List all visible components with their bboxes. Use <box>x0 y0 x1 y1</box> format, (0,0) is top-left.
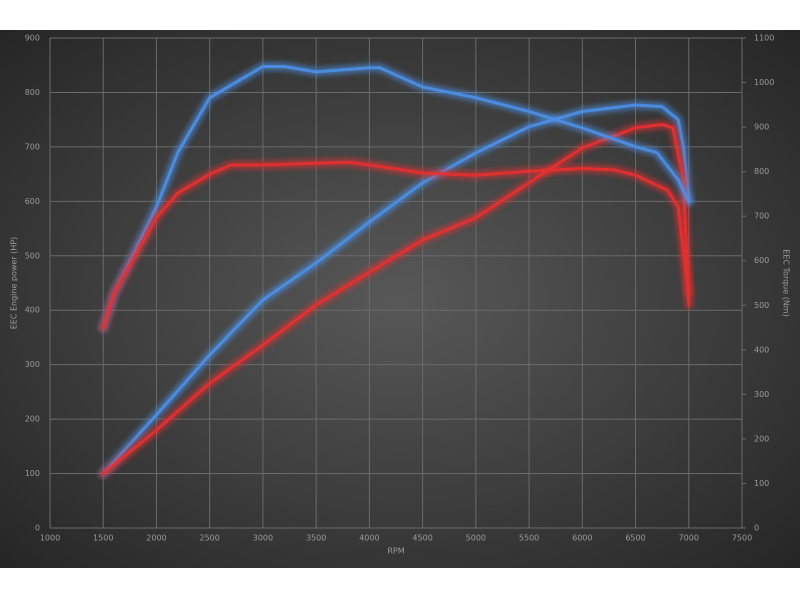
x-axis-title: RPM <box>387 547 404 556</box>
y-tick-label: 800 <box>25 88 40 97</box>
x-tick-label: 5500 <box>519 534 539 543</box>
y2-tick-label: 500 <box>754 301 769 310</box>
y2-tick-label: 900 <box>754 123 769 132</box>
x-tick-label: 7500 <box>732 534 752 543</box>
x-tick-label: 3500 <box>306 534 326 543</box>
x-tick-label: 6500 <box>625 534 645 543</box>
plot-background <box>0 30 800 568</box>
y-tick-label: 900 <box>25 34 40 43</box>
y-tick-label: 200 <box>25 415 40 424</box>
y2-tick-label: 1100 <box>754 34 774 43</box>
y-tick-label: 0 <box>35 524 40 533</box>
y-axis-title: EEC Engine power (HP) <box>10 237 19 330</box>
y2-tick-label: 0 <box>754 524 759 533</box>
y2-tick-label: 1000 <box>754 78 774 87</box>
x-tick-label: 4500 <box>412 534 432 543</box>
y-tick-label: 400 <box>25 306 40 315</box>
line <box>101 123 691 476</box>
x-tick-label: 3000 <box>253 534 273 543</box>
x-tick-label: 1500 <box>93 534 113 543</box>
x-tick-label: 4000 <box>359 534 379 543</box>
y-tick-label: 100 <box>25 469 40 478</box>
y2-tick-label: 400 <box>754 345 769 354</box>
y2-tick-label: 600 <box>754 256 769 265</box>
x-tick-label: 5000 <box>466 534 486 543</box>
line <box>101 103 691 476</box>
y-tick-label: 500 <box>25 251 40 260</box>
x-tick-label: 7000 <box>679 534 699 543</box>
line <box>101 160 691 330</box>
x-tick-label: 2000 <box>146 534 166 543</box>
lines <box>98 62 694 479</box>
y2-tick-label: 300 <box>754 390 769 399</box>
y2-tick-label: 100 <box>754 479 769 488</box>
line <box>101 65 691 330</box>
x-tick-label: 2500 <box>200 534 220 543</box>
y2-tick-label: 800 <box>754 167 769 176</box>
y-tick-label: 600 <box>25 197 40 206</box>
y2-tick-label: 700 <box>754 212 769 221</box>
y2-tick-label: 200 <box>754 434 769 443</box>
x-tick-label: 6000 <box>572 534 592 543</box>
y-tick-label: 700 <box>25 142 40 151</box>
y-tick-label: 300 <box>25 360 40 369</box>
x-tick-label: 1000 <box>40 534 60 543</box>
y2-axis-title: EEC Torque (Nm) <box>782 249 791 316</box>
